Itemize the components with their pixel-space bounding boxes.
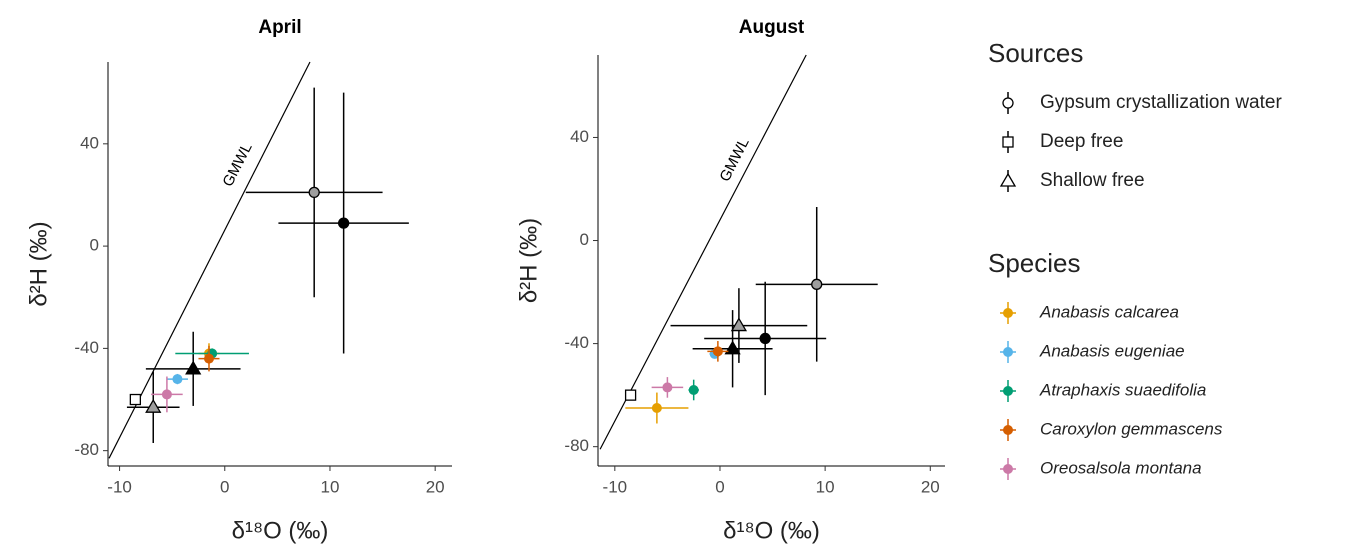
reference-line-label: GMWL — [219, 140, 255, 189]
legend-title: Sources — [988, 38, 1083, 68]
reference-line — [599, 54, 807, 450]
point — [712, 346, 723, 357]
point — [172, 374, 183, 385]
point — [811, 278, 823, 290]
y-tick-label: -80 — [564, 436, 589, 455]
legend-label: Anabasis eugeniae — [1039, 341, 1185, 360]
x-tick-label: -10 — [603, 477, 628, 496]
point — [129, 393, 142, 406]
point — [759, 332, 771, 345]
y-tick-label: 40 — [80, 133, 99, 152]
legend-label: Shallow free — [1040, 170, 1145, 191]
legend-label: Atraphaxis suaedifolia — [1039, 380, 1206, 399]
legend-label: Oreosalsola montana — [1040, 458, 1202, 477]
point — [308, 186, 320, 199]
x-tick-label: 0 — [715, 477, 724, 496]
y-axis-label: δ²H (‰) — [515, 218, 542, 303]
point — [662, 382, 673, 393]
legend-label: Deep free — [1040, 131, 1123, 152]
legend-label: Gypsum crystallization water — [1040, 92, 1282, 113]
reference-line — [108, 61, 311, 459]
point — [203, 353, 214, 364]
legend-marker — [1003, 464, 1013, 474]
y-tick-label: -40 — [564, 333, 589, 352]
legend-title: Species — [988, 248, 1081, 278]
legend-marker — [1002, 97, 1014, 109]
point — [624, 389, 637, 401]
legend-label: Caroxylon gemmascens — [1040, 419, 1223, 438]
x-tick-label: 10 — [816, 477, 835, 496]
y-tick-label: 0 — [580, 230, 589, 249]
panel-title: August — [739, 17, 805, 38]
legend-marker — [1002, 136, 1014, 148]
y-tick-label: 40 — [570, 127, 589, 146]
legend-label: Anabasis calcarea — [1039, 302, 1179, 321]
legend-marker — [1003, 386, 1013, 396]
x-tick-label: 10 — [321, 477, 340, 496]
y-tick-label: -40 — [74, 338, 99, 357]
x-tick-label: 20 — [921, 477, 940, 496]
y-tick-label: -80 — [74, 440, 99, 459]
legend-marker — [1003, 308, 1013, 318]
y-axis-label: δ²H (‰) — [25, 221, 52, 306]
panel-title: April — [258, 17, 301, 38]
point — [651, 403, 662, 414]
legend-marker — [1003, 347, 1013, 357]
point — [337, 217, 350, 229]
x-tick-label: 0 — [220, 477, 229, 496]
point — [688, 384, 699, 395]
point — [185, 360, 202, 375]
x-tick-label: -10 — [107, 477, 132, 496]
legend-marker — [999, 172, 1017, 187]
legend-marker — [1003, 425, 1013, 435]
point — [161, 389, 172, 400]
point — [730, 317, 748, 332]
point — [145, 398, 162, 413]
reference-line-label: GMWL — [716, 135, 752, 184]
x-axis-label: δ¹⁸O (‰) — [232, 517, 329, 544]
y-tick-label: 0 — [90, 236, 99, 255]
x-tick-label: 20 — [426, 477, 445, 496]
point — [724, 340, 741, 355]
x-axis-label: δ¹⁸O (‰) — [723, 517, 820, 544]
